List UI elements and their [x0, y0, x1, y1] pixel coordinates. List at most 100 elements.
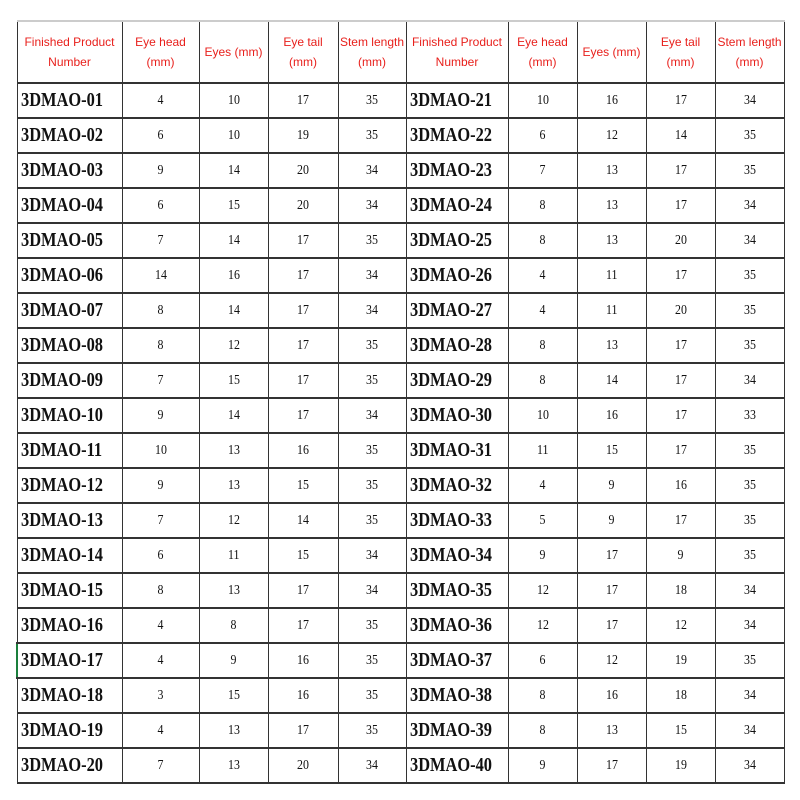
- dimension-cell[interactable]: 13: [576, 327, 647, 364]
- dimension-cell[interactable]: 8: [121, 572, 200, 609]
- dimension-cell[interactable]: 8: [507, 222, 578, 259]
- dimension-cell[interactable]: 17: [267, 257, 339, 294]
- dimension-cell[interactable]: 33: [714, 397, 785, 434]
- product-number-cell[interactable]: 3DMAO-20: [16, 747, 123, 784]
- dimension-cell[interactable]: 20: [267, 747, 339, 784]
- dimension-cell[interactable]: 34: [337, 187, 407, 224]
- product-number-cell[interactable]: 3DMAO-30: [405, 397, 509, 434]
- dimension-cell[interactable]: 17: [267, 712, 339, 749]
- dimension-cell[interactable]: 17: [576, 537, 647, 574]
- dimension-cell[interactable]: 7: [507, 152, 578, 189]
- dimension-cell[interactable]: 12: [576, 117, 647, 154]
- dimension-cell[interactable]: 18: [645, 677, 716, 714]
- dimension-cell[interactable]: 35: [714, 257, 785, 294]
- product-number-cell[interactable]: 3DMAO-07: [16, 292, 123, 329]
- dimension-cell[interactable]: 4: [121, 82, 200, 119]
- dimension-cell[interactable]: 16: [576, 82, 647, 119]
- dimension-cell[interactable]: 11: [576, 292, 647, 329]
- dimension-cell[interactable]: 15: [198, 362, 269, 399]
- column-header[interactable]: Eye tail (mm): [645, 20, 716, 84]
- dimension-cell[interactable]: 17: [267, 82, 339, 119]
- product-number-cell[interactable]: 3DMAO-34: [405, 537, 509, 574]
- dimension-cell[interactable]: 10: [198, 117, 269, 154]
- dimension-cell[interactable]: 18: [645, 572, 716, 609]
- dimension-cell[interactable]: 11: [198, 537, 269, 574]
- dimension-cell[interactable]: 34: [714, 222, 785, 259]
- product-number-cell[interactable]: 3DMAO-01: [16, 82, 123, 119]
- product-number-cell[interactable]: 3DMAO-35: [405, 572, 509, 609]
- dimension-cell[interactable]: 3: [121, 677, 200, 714]
- dimension-cell[interactable]: 13: [576, 152, 647, 189]
- dimension-cell[interactable]: 7: [121, 362, 200, 399]
- dimension-cell[interactable]: 35: [714, 502, 785, 539]
- dimension-cell[interactable]: 20: [267, 187, 339, 224]
- dimension-cell[interactable]: 16: [576, 677, 647, 714]
- dimension-cell[interactable]: 17: [645, 397, 716, 434]
- dimension-cell[interactable]: 35: [714, 327, 785, 364]
- dimension-cell[interactable]: 9: [121, 397, 200, 434]
- dimension-cell[interactable]: 35: [714, 117, 785, 154]
- product-number-cell[interactable]: 3DMAO-27: [405, 292, 509, 329]
- product-number-cell[interactable]: 3DMAO-14: [16, 537, 123, 574]
- dimension-cell[interactable]: 8: [507, 677, 578, 714]
- dimension-cell[interactable]: 16: [198, 257, 269, 294]
- dimension-cell[interactable]: 6: [121, 187, 200, 224]
- dimension-cell[interactable]: 34: [714, 712, 785, 749]
- dimension-cell[interactable]: 16: [267, 677, 339, 714]
- dimension-cell[interactable]: 8: [121, 327, 200, 364]
- dimension-cell[interactable]: 34: [337, 747, 407, 784]
- column-header[interactable]: Eye head (mm): [507, 20, 578, 84]
- product-number-cell[interactable]: 3DMAO-15: [16, 572, 123, 609]
- dimension-cell[interactable]: 15: [267, 467, 339, 504]
- product-number-cell[interactable]: 3DMAO-29: [405, 362, 509, 399]
- dimension-cell[interactable]: 20: [645, 222, 716, 259]
- dimension-cell[interactable]: 35: [337, 82, 407, 119]
- dimension-cell[interactable]: 35: [714, 432, 785, 469]
- dimension-cell[interactable]: 8: [507, 327, 578, 364]
- column-header[interactable]: Stem length (mm): [714, 20, 785, 84]
- product-number-cell[interactable]: 3DMAO-26: [405, 257, 509, 294]
- column-header[interactable]: Eyes (mm): [576, 20, 647, 84]
- dimension-cell[interactable]: 9: [198, 642, 269, 679]
- dimension-cell[interactable]: 9: [576, 467, 647, 504]
- dimension-cell[interactable]: 13: [198, 572, 269, 609]
- product-number-cell[interactable]: 3DMAO-09: [16, 362, 123, 399]
- dimension-cell[interactable]: 8: [121, 292, 200, 329]
- dimension-cell[interactable]: 6: [507, 117, 578, 154]
- product-number-cell[interactable]: 3DMAO-24: [405, 187, 509, 224]
- dimension-cell[interactable]: 34: [714, 187, 785, 224]
- product-number-cell[interactable]: 3DMAO-36: [405, 607, 509, 644]
- product-number-cell[interactable]: 3DMAO-23: [405, 152, 509, 189]
- dimension-cell[interactable]: 9: [507, 537, 578, 574]
- product-number-cell[interactable]: 3DMAO-39: [405, 712, 509, 749]
- dimension-cell[interactable]: 12: [198, 327, 269, 364]
- dimension-cell[interactable]: 34: [714, 607, 785, 644]
- dimension-cell[interactable]: 35: [337, 712, 407, 749]
- dimension-cell[interactable]: 35: [337, 432, 407, 469]
- dimension-cell[interactable]: 15: [198, 677, 269, 714]
- dimension-cell[interactable]: 17: [267, 572, 339, 609]
- column-header[interactable]: Stem length (mm): [337, 20, 407, 84]
- dimension-cell[interactable]: 6: [121, 117, 200, 154]
- dimension-cell[interactable]: 7: [121, 747, 200, 784]
- dimension-cell[interactable]: 17: [267, 607, 339, 644]
- dimension-cell[interactable]: 17: [576, 747, 647, 784]
- product-number-cell[interactable]: 3DMAO-37: [405, 642, 509, 679]
- dimension-cell[interactable]: 35: [337, 677, 407, 714]
- dimension-cell[interactable]: 14: [267, 502, 339, 539]
- column-header[interactable]: Eye head (mm): [121, 20, 200, 84]
- dimension-cell[interactable]: 15: [645, 712, 716, 749]
- product-number-cell[interactable]: 3DMAO-05: [16, 222, 123, 259]
- dimension-cell[interactable]: 12: [507, 572, 578, 609]
- dimension-cell[interactable]: 16: [267, 432, 339, 469]
- dimension-cell[interactable]: 35: [714, 537, 785, 574]
- column-header[interactable]: Finished Product Number: [16, 20, 123, 84]
- dimension-cell[interactable]: 17: [267, 292, 339, 329]
- dimension-cell[interactable]: 16: [267, 642, 339, 679]
- product-number-cell[interactable]: 3DMAO-13: [16, 502, 123, 539]
- product-number-cell[interactable]: 3DMAO-31: [405, 432, 509, 469]
- dimension-cell[interactable]: 12: [576, 642, 647, 679]
- dimension-cell[interactable]: 14: [198, 222, 269, 259]
- dimension-cell[interactable]: 35: [337, 117, 407, 154]
- dimension-cell[interactable]: 34: [337, 257, 407, 294]
